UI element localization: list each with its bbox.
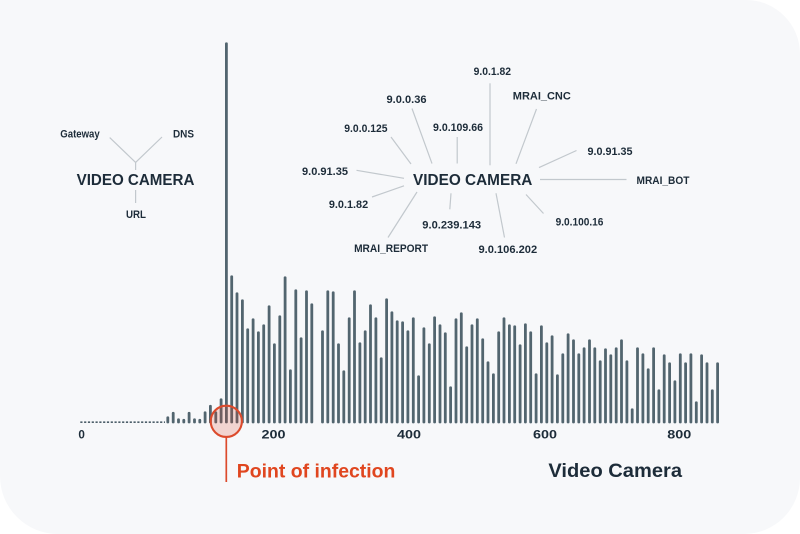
svg-text:URL: URL — [126, 209, 146, 221]
svg-text:MRAI_REPORT: MRAI_REPORT — [354, 243, 428, 255]
svg-text:DNS: DNS — [173, 129, 194, 141]
svg-text:Gateway: Gateway — [60, 129, 100, 141]
svg-text:9.0.100.16: 9.0.100.16 — [556, 216, 604, 228]
svg-text:MRAI_CNC: MRAI_CNC — [513, 90, 571, 102]
svg-text:600: 600 — [533, 429, 557, 442]
svg-text:MRAI_BOT: MRAI_BOT — [637, 175, 690, 187]
svg-text:9.0.109.66: 9.0.109.66 — [433, 122, 483, 134]
svg-text:9.0.91.35: 9.0.91.35 — [588, 146, 633, 158]
svg-text:200: 200 — [262, 429, 286, 442]
svg-text:9.0.0.125: 9.0.0.125 — [344, 123, 387, 135]
svg-text:9.0.1.82: 9.0.1.82 — [474, 66, 511, 78]
svg-text:Point of infection: Point of infection — [237, 460, 396, 482]
svg-text:9.0.239.143: 9.0.239.143 — [422, 220, 481, 232]
svg-text:9.0.91.35: 9.0.91.35 — [302, 166, 348, 178]
svg-text:VIDEO CAMERA: VIDEO CAMERA — [77, 172, 195, 189]
svg-text:800: 800 — [667, 429, 691, 442]
svg-text:9.0.106.202: 9.0.106.202 — [478, 244, 537, 256]
svg-text:9.0.0.36: 9.0.0.36 — [387, 94, 427, 106]
svg-text:0: 0 — [78, 429, 85, 442]
svg-text:Video Camera: Video Camera — [548, 460, 683, 482]
svg-text:400: 400 — [397, 429, 421, 442]
svg-text:9.0.1.82: 9.0.1.82 — [329, 199, 368, 211]
svg-text:VIDEO CAMERA: VIDEO CAMERA — [413, 172, 532, 189]
